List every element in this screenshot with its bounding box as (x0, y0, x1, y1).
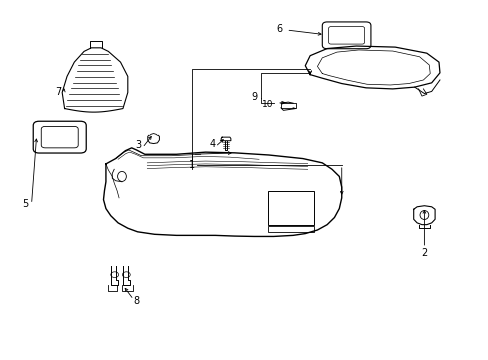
Text: 6: 6 (276, 24, 282, 34)
Text: 9: 9 (251, 92, 257, 102)
Text: 3: 3 (135, 140, 142, 150)
Text: 1: 1 (189, 160, 195, 170)
Text: 2: 2 (421, 248, 427, 258)
Text: 5: 5 (22, 199, 29, 209)
Bar (267, 191, 313, 225)
Text: 4: 4 (209, 139, 216, 149)
Bar (267, 226, 313, 232)
Text: 7: 7 (56, 87, 62, 98)
Text: 10: 10 (262, 100, 273, 109)
Text: 8: 8 (133, 296, 140, 306)
